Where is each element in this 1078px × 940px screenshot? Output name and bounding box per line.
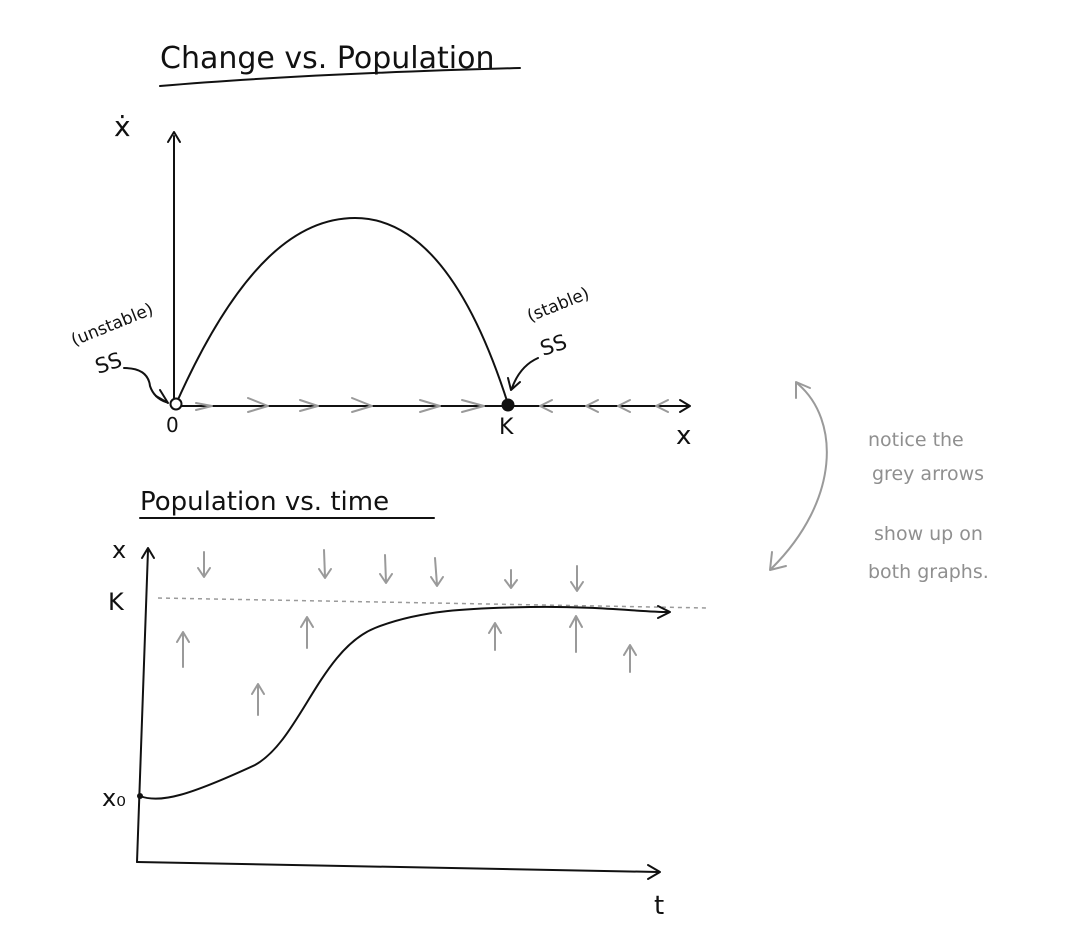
unstable-pointer-arrow (123, 367, 167, 403)
stable-pointer-arrow (511, 357, 539, 389)
up-arrow (488, 622, 502, 651)
note-line-1: notice the (868, 429, 964, 451)
bottom-up-arrows (176, 615, 637, 716)
flow-arrow-left (655, 399, 669, 413)
up-arrow (623, 644, 637, 673)
population-curve (139, 605, 669, 800)
bottom-x-axis-label: t (654, 891, 664, 921)
connector-arrowhead-top (795, 381, 811, 399)
flow-arrow-right (247, 397, 269, 413)
down-arrow (379, 554, 393, 584)
top-y-axis-arrowhead (167, 131, 181, 143)
bottom-down-arrows (197, 549, 584, 592)
stable-ss-label: SS (537, 330, 570, 361)
flow-arrow-right (419, 399, 441, 413)
stable-pointer-arrowhead (507, 377, 521, 391)
note-line-2: grey arrows (872, 463, 984, 485)
population-curve-arrowhead (657, 605, 671, 619)
top-flow-arrows-right (195, 397, 485, 413)
up-arrow (569, 615, 583, 653)
up-arrow (300, 616, 314, 649)
flow-arrow-right (461, 399, 485, 413)
bottom-y-axis-arrowhead (141, 547, 155, 559)
x0-point (137, 793, 143, 799)
bottom-y-axis-label: x (112, 536, 126, 564)
top-y-axis-label: ẋ (114, 110, 131, 143)
unstable-label: (unstable) (68, 300, 156, 351)
note-line-3: show up on (874, 523, 983, 545)
flow-arrow-right (195, 402, 213, 411)
flow-arrow-left (585, 399, 599, 413)
unstable-ss-label: SS (92, 348, 125, 379)
bottom-x0-label: x₀ (102, 784, 126, 812)
stable-steady-state-point (501, 398, 515, 412)
down-arrow (318, 549, 332, 579)
note-line-4: both graphs. (868, 561, 989, 583)
bottom-graph-title: Population vs. time (140, 487, 389, 517)
top-flow-arrows-left (539, 399, 669, 413)
down-arrow (504, 569, 518, 589)
carrying-capacity-line (157, 597, 709, 609)
flow-arrow-left (539, 399, 553, 413)
top-x-axis-label: x (676, 421, 691, 451)
unstable-pointer-arrowhead (155, 389, 169, 404)
connector-double-arrow (771, 383, 828, 569)
top-origin-label: 0 (166, 413, 179, 437)
down-arrow (197, 551, 211, 578)
flow-arrow-left (617, 399, 631, 413)
down-arrow (430, 557, 444, 587)
bottom-x-axis-arrowhead (647, 864, 661, 880)
bottom-k-label: K (108, 588, 125, 616)
bottom-x-axis (136, 861, 659, 873)
up-arrow (251, 683, 265, 716)
unstable-steady-state-point (169, 397, 183, 411)
stable-label: (stable) (524, 284, 592, 327)
top-x-axis-arrowhead (679, 399, 691, 413)
top-rate-curve (175, 217, 509, 405)
top-title-underline (159, 67, 521, 87)
connector-arrowhead-bottom (769, 551, 787, 571)
flow-arrow-right (299, 399, 319, 412)
bottom-y-axis (136, 549, 149, 863)
up-arrow (176, 631, 190, 668)
flow-arrow-right (351, 397, 373, 413)
down-arrow (570, 565, 584, 592)
top-k-label: K (499, 415, 514, 440)
